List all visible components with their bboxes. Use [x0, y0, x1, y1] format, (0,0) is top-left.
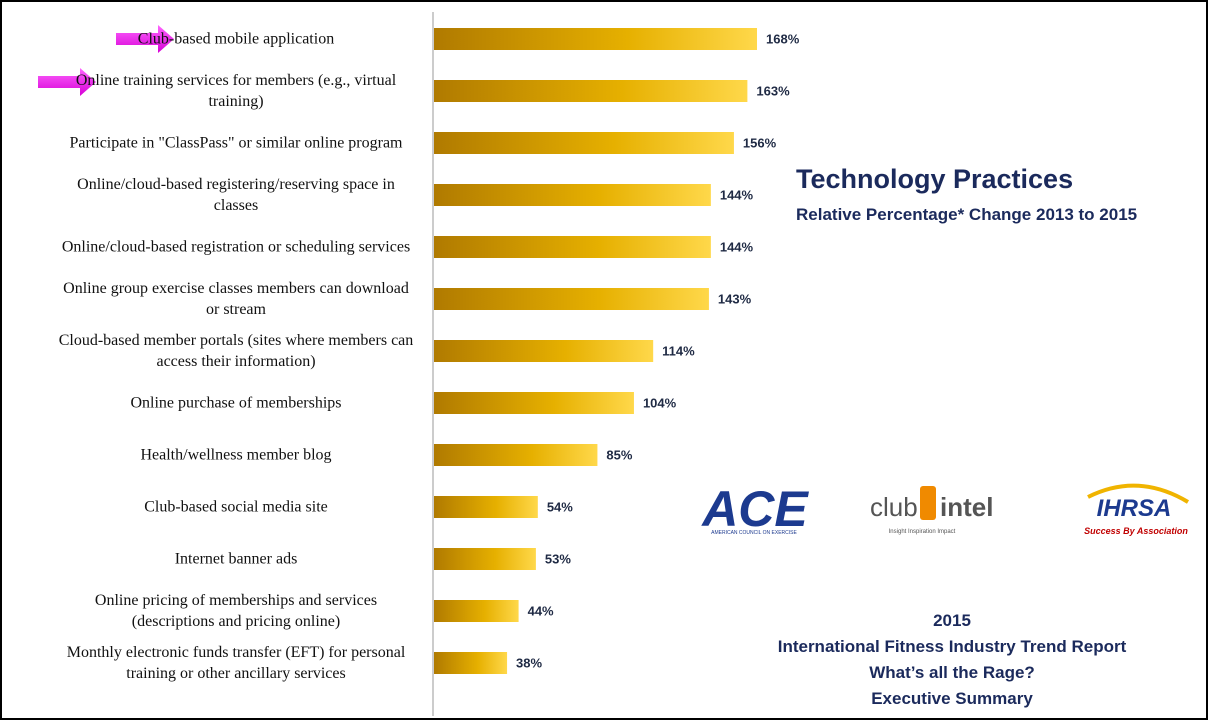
- category-label: Participate in "ClassPass" or similar on…: [69, 134, 403, 152]
- bar: [434, 496, 538, 518]
- value-label: 104%: [642, 395, 677, 411]
- category-label: Club-based social media site: [144, 498, 328, 516]
- value-label: 144%: [719, 187, 754, 203]
- category-label: Online/cloud-based registering/reserving…: [77, 176, 395, 214]
- footer-line: Executive Summary: [871, 689, 1033, 708]
- chart-subtitle: Relative Percentage* Change 2013 to 2015: [796, 205, 1138, 224]
- chart-title: Technology Practices: [796, 164, 1074, 194]
- logo-shape: [920, 486, 936, 520]
- logo-swoosh: [1087, 483, 1190, 504]
- category-label: Club-based mobile application: [137, 30, 335, 48]
- bar: [434, 600, 519, 622]
- logo-ace-tagline: AMERICAN COUNCIL ON EXERCISE: [711, 530, 797, 536]
- value-label: 85%: [606, 447, 633, 463]
- category-label: Online pricing of memberships and servic…: [94, 592, 378, 630]
- bar: [434, 548, 536, 570]
- value-label: 53%: [544, 551, 571, 567]
- category-label: Online group exercise classes members ca…: [63, 280, 409, 318]
- value-label: 156%: [742, 135, 777, 151]
- bar: [434, 652, 508, 674]
- logo-club: club: [870, 492, 918, 522]
- category-label: Internet banner ads: [174, 550, 298, 568]
- bar: [434, 28, 757, 50]
- value-label: 163%: [756, 83, 790, 99]
- bar: [434, 340, 654, 362]
- bar: [434, 236, 711, 258]
- value-label: 114%: [662, 343, 695, 359]
- bar: [434, 392, 634, 414]
- logo-ihrsa: IHRSA: [1097, 495, 1172, 522]
- category-label: Health/wellness member blog: [140, 446, 332, 464]
- category-label: Online/cloud-based registration or sched…: [61, 238, 411, 256]
- logo-ace: ACE: [700, 481, 809, 537]
- logo-intel: intel: [940, 492, 993, 522]
- value-label: 143%: [717, 291, 752, 307]
- bar: [434, 184, 711, 206]
- arrow: [38, 68, 96, 96]
- value-label: 168%: [766, 31, 800, 47]
- category-label: Monthly electronic funds transfer (EFT) …: [66, 644, 406, 682]
- category-label: Online purchase of memberships: [130, 394, 342, 412]
- arrow: [116, 25, 174, 53]
- value-label: 38%: [516, 655, 543, 671]
- logo-tagline: Insight Inspiration Impact: [889, 529, 956, 535]
- footer-line: 2015: [933, 611, 971, 630]
- footer-line: What’s all the Rage?: [869, 663, 1035, 682]
- value-label: 44%: [527, 603, 554, 619]
- footer-line: International Fitness Industry Trend Rep…: [777, 637, 1127, 656]
- value-label: 144%: [719, 239, 754, 255]
- footer: 2015 International Fitness Industry Trend…: [742, 608, 1162, 712]
- bar: [434, 132, 734, 154]
- bar: [434, 444, 598, 466]
- bar: [434, 80, 748, 102]
- value-label: 54%: [546, 499, 573, 515]
- category-label: Online training services for members (e.…: [75, 72, 397, 110]
- bar: [434, 288, 709, 310]
- logo-ihrsa-tagline: Success By Association: [1084, 526, 1188, 536]
- category-label: Cloud-based member portals (sites where …: [58, 332, 414, 370]
